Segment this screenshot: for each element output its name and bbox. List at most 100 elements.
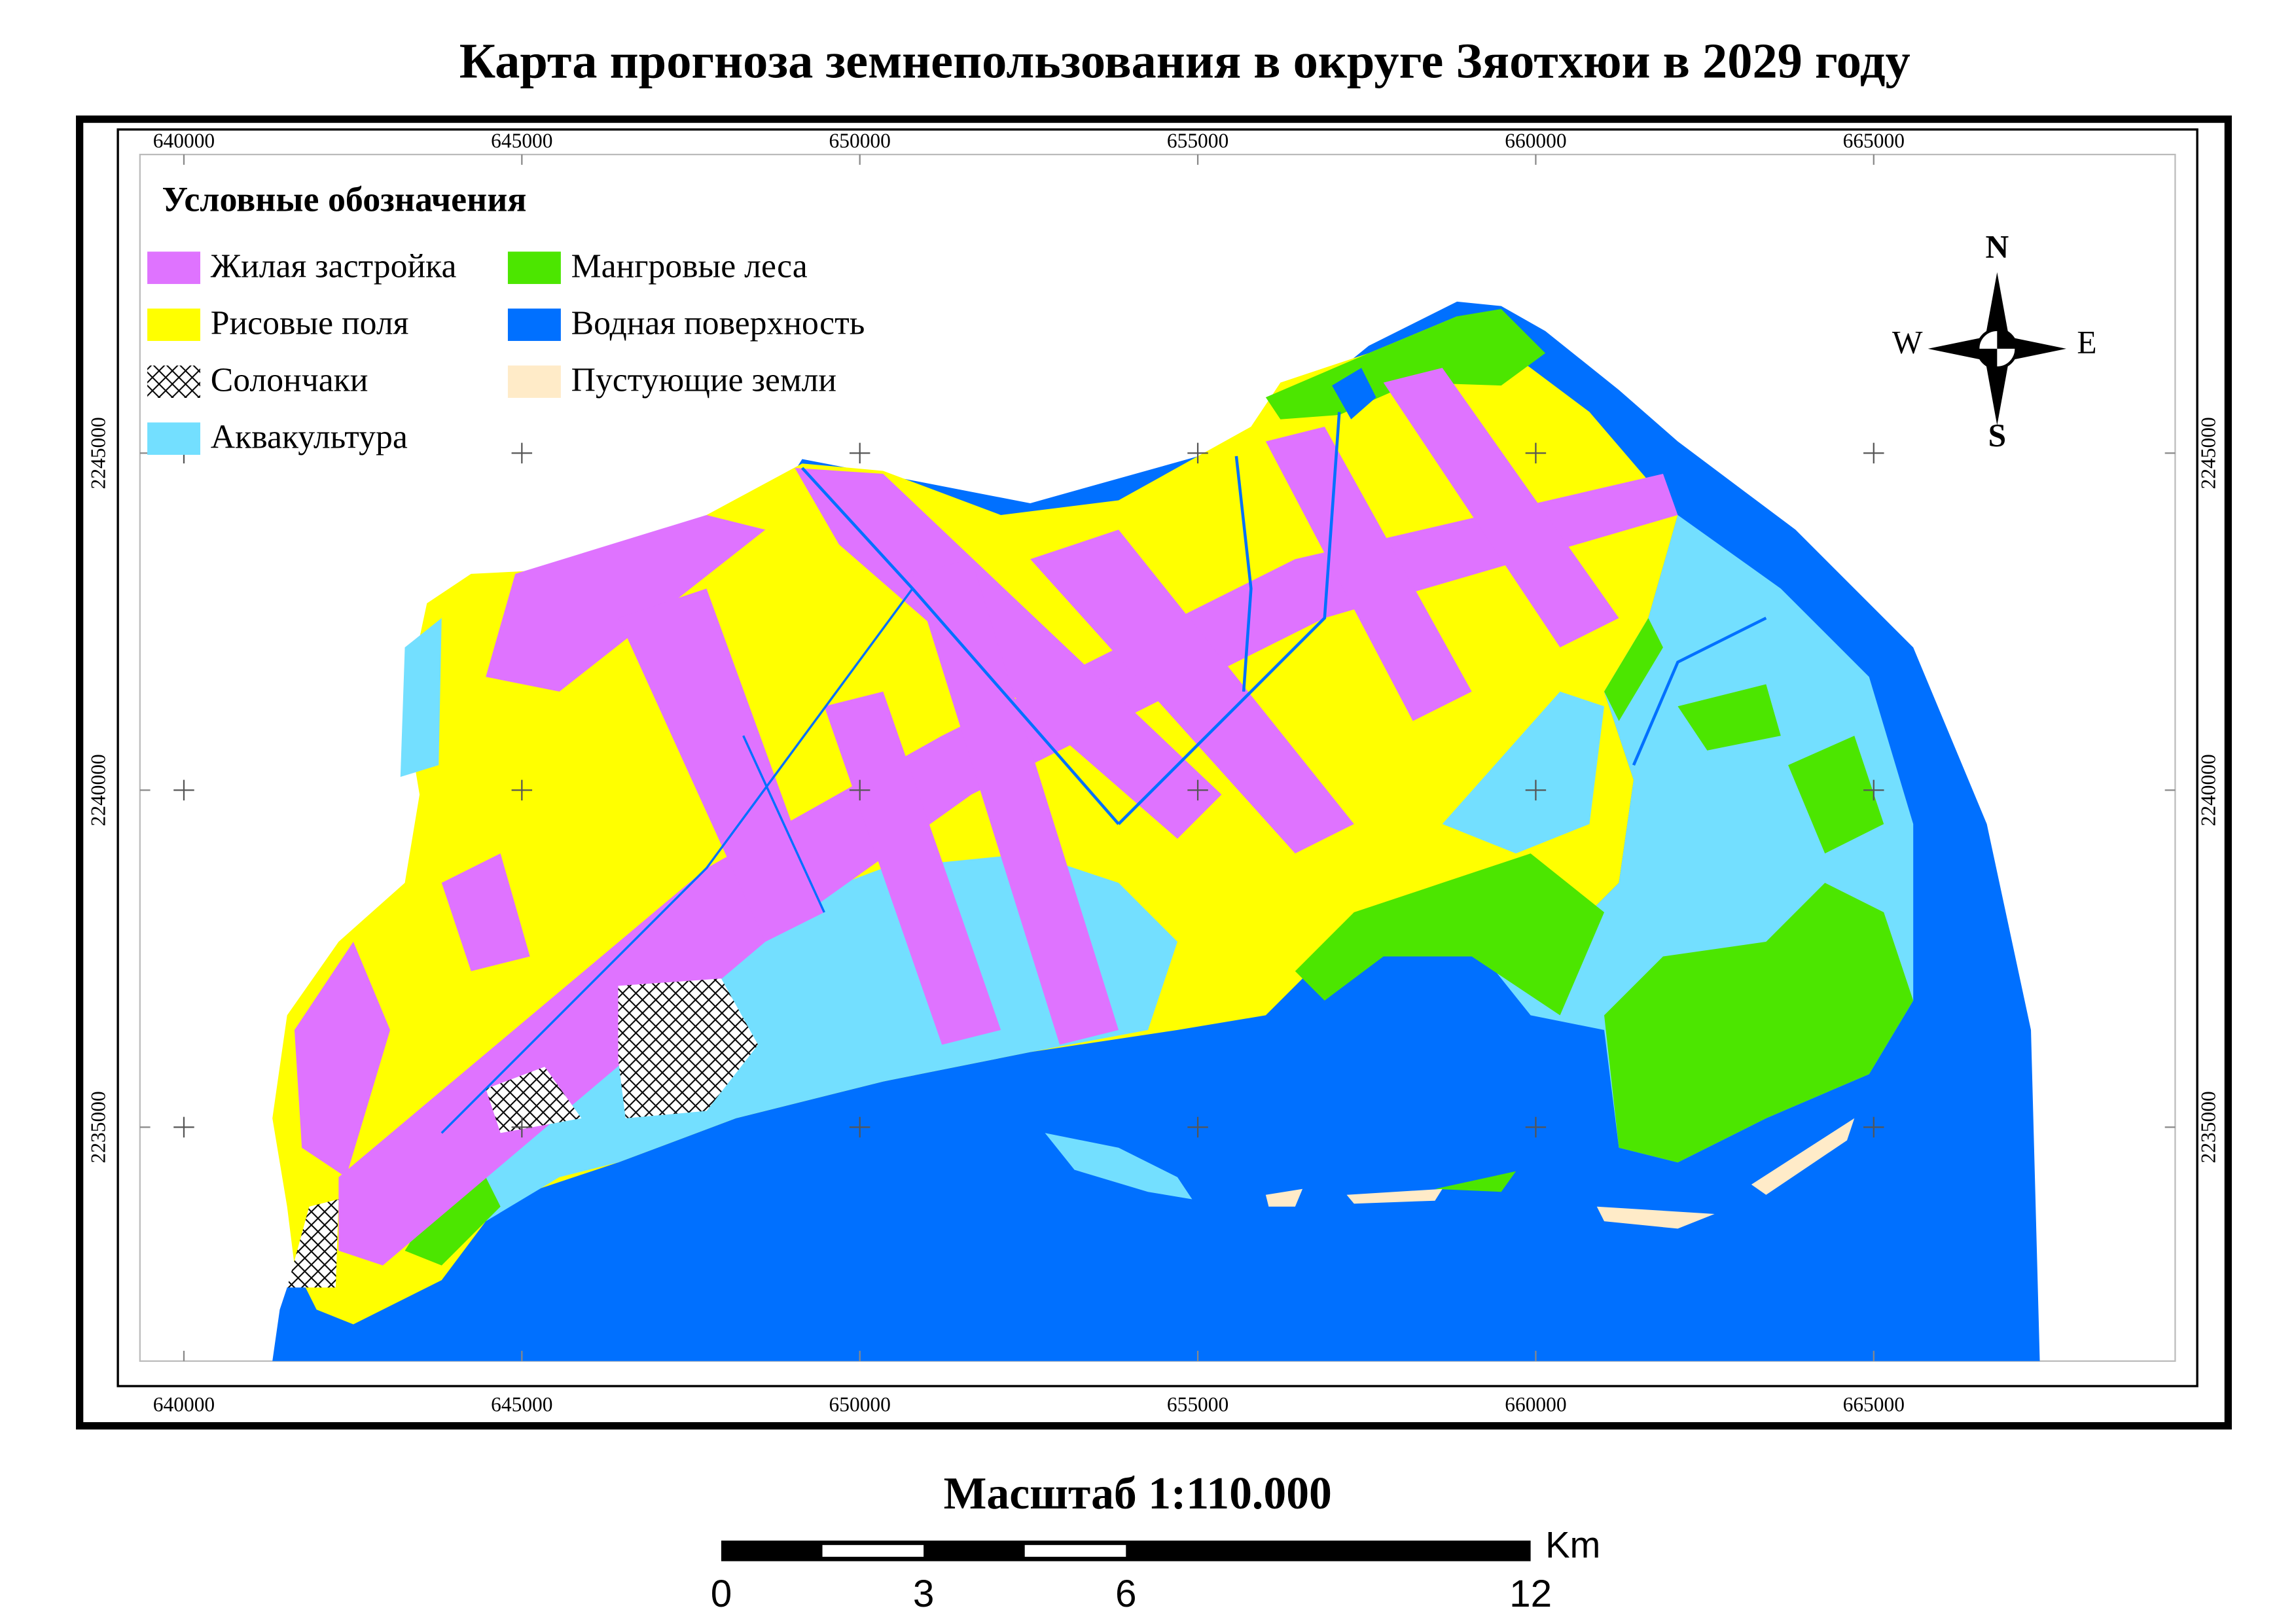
x-tick-label: 640000: [153, 129, 215, 152]
vacant-land: [1596, 1206, 1715, 1229]
legend-swatch: [147, 251, 201, 284]
mangrove: [404, 1177, 501, 1266]
residential: [824, 691, 1001, 1045]
legend-swatch: [507, 365, 561, 398]
legend-swatch: [147, 308, 201, 341]
canal: [742, 735, 825, 913]
grid-cross: [1187, 779, 1208, 801]
canal: [440, 588, 914, 1134]
x-tick-label: 645000: [491, 129, 552, 152]
vacant-land: [1751, 1118, 1855, 1195]
canal: [1632, 616, 1767, 766]
salt-marsh: [486, 1067, 582, 1133]
legend-label: Рисовые поля: [211, 304, 409, 342]
legend-title: Условные обозначения: [162, 180, 527, 219]
canal: [1117, 412, 1341, 825]
water-pond: [1332, 368, 1376, 419]
north-arrow: N S W E: [1892, 229, 2097, 454]
grid-cross: [1863, 779, 1884, 801]
y-tick-label: 2245000: [86, 417, 109, 489]
legend-label: Аквакультура: [211, 418, 408, 455]
scale-label: 12: [1509, 1573, 1552, 1615]
residential: [1383, 368, 1619, 648]
legend-label: Пустующие земли: [571, 361, 836, 399]
salt-marsh: [287, 1199, 339, 1288]
coordinate-grid: 640000 640000 645000 645000 650000 650000 6550…: [86, 129, 2219, 1416]
mangrove: [1435, 1171, 1516, 1192]
compass-east: E: [2077, 325, 2096, 361]
scale-text: Масштаб 1:110.000: [944, 1469, 1332, 1519]
mangrove: [1604, 618, 1663, 721]
mangrove: [1604, 883, 1914, 1163]
map-title: Карта прогноза земнепользования в округе…: [459, 33, 1910, 89]
x-tick-label: 645000: [491, 1393, 552, 1416]
legend-swatch: [147, 422, 201, 455]
grid-cross: [849, 1116, 870, 1138]
x-tick-label: 660000: [1505, 1393, 1566, 1416]
scale-bar-segment: [1024, 1544, 1126, 1557]
scale-bar: Km 0 3 6 12: [711, 1524, 1601, 1615]
scale-label: 3: [913, 1573, 935, 1615]
compass-south: S: [1988, 417, 2007, 453]
residential: [912, 559, 1119, 1045]
legend-swatch: [507, 251, 561, 284]
x-tick-label: 640000: [153, 1393, 215, 1416]
grid-cross: [1525, 779, 1547, 801]
x-tick-label: 655000: [1167, 129, 1229, 152]
legend-swatch: [507, 308, 561, 341]
aquaculture: [441, 853, 1177, 1222]
mangrove: [1788, 736, 1884, 854]
grid-cross: [173, 1116, 194, 1138]
x-tick-label: 665000: [1843, 1393, 1905, 1416]
residential: [441, 853, 530, 971]
grid-cross: [173, 779, 194, 801]
x-tick-label: 655000: [1167, 1393, 1229, 1416]
residential: [486, 514, 766, 692]
grid-cross: [1863, 1116, 1884, 1138]
scale-unit: Km: [1545, 1524, 1600, 1565]
aquaculture: [1442, 691, 1605, 854]
canal: [1234, 455, 1253, 692]
residential: [1265, 427, 1472, 721]
mangrove: [1295, 853, 1605, 1016]
legend-label: Солончаки: [211, 361, 368, 399]
scale-label: 6: [1115, 1573, 1137, 1615]
vacant-land: [1265, 1188, 1303, 1207]
inner-frame: [117, 128, 2198, 1387]
x-tick-label: 665000: [1843, 129, 1905, 152]
mangrove: [1677, 684, 1781, 751]
grid-cross: [849, 442, 870, 464]
aquaculture: [400, 618, 442, 777]
scale-bar-segment: [822, 1544, 924, 1557]
residential: [618, 588, 825, 942]
legend-swatch: [147, 365, 201, 398]
grid-cross: [1863, 442, 1884, 464]
grid-cross: [511, 1116, 533, 1138]
compass-north: N: [1985, 229, 2009, 265]
compass-quadrants: [1978, 329, 2017, 368]
legend-label: Водная поверхность: [571, 304, 865, 342]
y-tick-label: 2240000: [86, 754, 109, 826]
residential: [795, 467, 1222, 839]
residential: [1030, 529, 1354, 854]
x-tick-label: 650000: [829, 1393, 890, 1416]
island: [1045, 1133, 1193, 1200]
y-tick-label: 2240000: [2197, 754, 2220, 826]
outer-frame: [76, 115, 2232, 1430]
grid-cross: [1187, 442, 1208, 464]
legend: Условные обозначения Жилая застройка Рисо…: [147, 180, 865, 455]
salt-marsh: [618, 978, 759, 1118]
legend-label: Мангровые леса: [571, 247, 808, 285]
legend-label: Жилая застройка: [211, 247, 457, 285]
grid-cross: [1187, 1116, 1208, 1138]
vacant-land: [1346, 1188, 1443, 1204]
y-tick-label: 2235000: [86, 1091, 109, 1163]
x-tick-label: 650000: [829, 129, 890, 152]
grid-cross: [511, 779, 533, 801]
y-tick-label: 2235000: [2197, 1091, 2220, 1163]
grid-cross: [849, 779, 870, 801]
grid-cross: [1525, 442, 1547, 464]
residential: [294, 941, 391, 1177]
